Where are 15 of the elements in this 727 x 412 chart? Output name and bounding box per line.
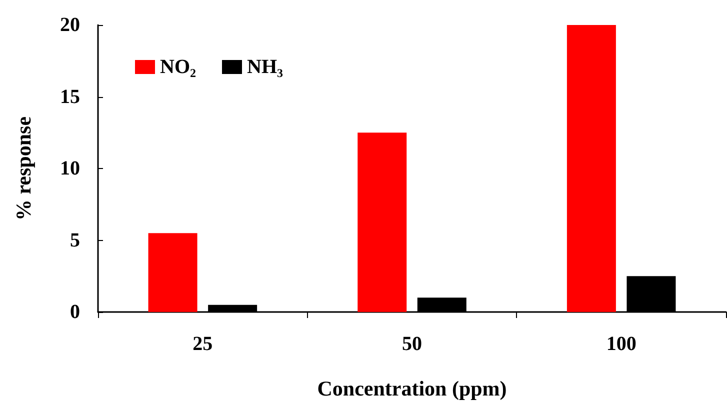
legend-label: NH₃ [246, 56, 283, 78]
y-tick-label: 0 [70, 301, 80, 323]
legend-label: NO₂ [160, 56, 196, 78]
y-tick-label: 20 [60, 14, 80, 36]
x-axis-title: Concentration (ppm) [317, 376, 507, 400]
y-tick-label: 15 [60, 86, 80, 108]
y-tick-label: 10 [60, 158, 80, 180]
x-tick-label: 25 [192, 333, 213, 355]
x-tick-label: 100 [606, 333, 636, 355]
x-tick-label: 50 [402, 333, 422, 355]
y-tick-label: 5 [70, 229, 80, 252]
y-axis-title: % response [12, 116, 36, 221]
bar [566, 25, 616, 312]
bar [148, 233, 198, 312]
bar [358, 132, 407, 312]
